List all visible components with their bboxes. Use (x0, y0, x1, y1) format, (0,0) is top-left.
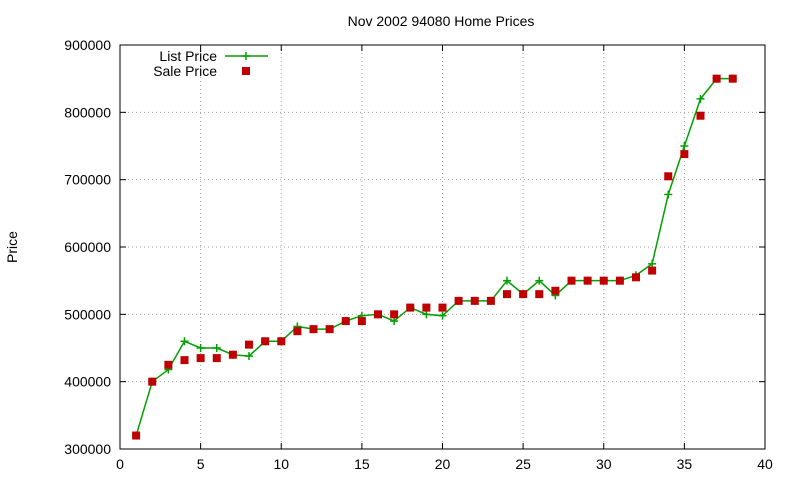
data-point (357, 317, 366, 326)
y-tick-label: 800000 (64, 104, 111, 120)
data-point (712, 74, 721, 83)
data-point (422, 303, 431, 312)
data-point (212, 344, 221, 352)
data-point (245, 352, 253, 361)
data-point (535, 276, 544, 285)
data-point (180, 337, 189, 346)
data-point (486, 296, 495, 305)
series-line (135, 77, 733, 436)
data-point (406, 303, 415, 312)
data-point (390, 310, 399, 319)
data-point (325, 325, 334, 334)
data-point (503, 276, 511, 285)
legend-marker (242, 52, 250, 60)
data-point (664, 172, 673, 181)
series-sale-price (132, 74, 737, 440)
data-point (648, 259, 657, 268)
data-point (503, 290, 511, 299)
data-point (470, 296, 479, 305)
data-point (438, 311, 447, 320)
y-tick-label: 600000 (64, 239, 111, 255)
data-point (390, 317, 399, 326)
data-point (648, 266, 657, 275)
plot-frame (119, 44, 766, 450)
grid-lines (120, 45, 765, 449)
axis-ticks: 300000 400000 500000 600000 700000 800000 9000… (64, 37, 773, 472)
data-point (696, 94, 705, 103)
data-point (212, 354, 221, 363)
data-point (228, 350, 237, 359)
y-tick-label: 900000 (64, 37, 111, 53)
data-point (551, 286, 560, 295)
y-axis-label: Price (4, 231, 20, 263)
data-point (309, 325, 318, 334)
data-point (632, 273, 640, 282)
x-tick-label: 15 (354, 456, 370, 472)
data-point (728, 74, 737, 83)
x-tick-label: 10 (273, 456, 289, 472)
data-point (696, 111, 705, 120)
data-point (680, 150, 689, 159)
legend-sample-list-price (225, 52, 268, 60)
data-point (615, 276, 624, 285)
data-point (438, 303, 447, 312)
data-point (164, 360, 173, 369)
legend: List Price Sale Price (153, 48, 268, 79)
y-tick-label: 400000 (64, 374, 111, 390)
data-point (293, 327, 302, 336)
legend-label-list-price: List Price (159, 48, 217, 64)
chart-title: Nov 2002 94080 Home Prices (348, 13, 535, 29)
y-tick-label: 500000 (64, 306, 111, 322)
series-list-price (132, 74, 737, 440)
x-tick-label: 5 (197, 456, 205, 472)
data-point (535, 290, 544, 299)
legend-marker (242, 67, 250, 75)
data-point (277, 337, 286, 346)
x-tick-label: 20 (435, 456, 451, 472)
data-point (245, 340, 253, 349)
y-tick-label: 700000 (64, 172, 111, 188)
data-point (519, 290, 528, 299)
data-point (132, 431, 141, 440)
legend-sample-sale-price (242, 67, 250, 75)
x-tick-label: 40 (757, 456, 773, 472)
y-tick-label: 300000 (64, 441, 111, 457)
data-point (261, 337, 270, 346)
data-point (196, 354, 205, 363)
x-tick-label: 0 (116, 456, 124, 472)
data-point (680, 142, 689, 150)
data-point (583, 276, 592, 285)
data-point (664, 190, 673, 199)
x-tick-label: 25 (515, 456, 531, 472)
legend-label-sale-price: Sale Price (153, 63, 217, 79)
data-point (196, 344, 205, 352)
x-tick-label: 30 (596, 456, 612, 472)
data-point (374, 310, 382, 319)
data-point (599, 276, 608, 285)
x-tick-label: 35 (677, 456, 693, 472)
data-point (422, 310, 431, 319)
series-layer (132, 74, 737, 440)
data-point (454, 296, 463, 305)
data-point (180, 356, 189, 365)
data-point (148, 377, 157, 386)
data-point (567, 276, 576, 285)
data-point (341, 317, 350, 326)
